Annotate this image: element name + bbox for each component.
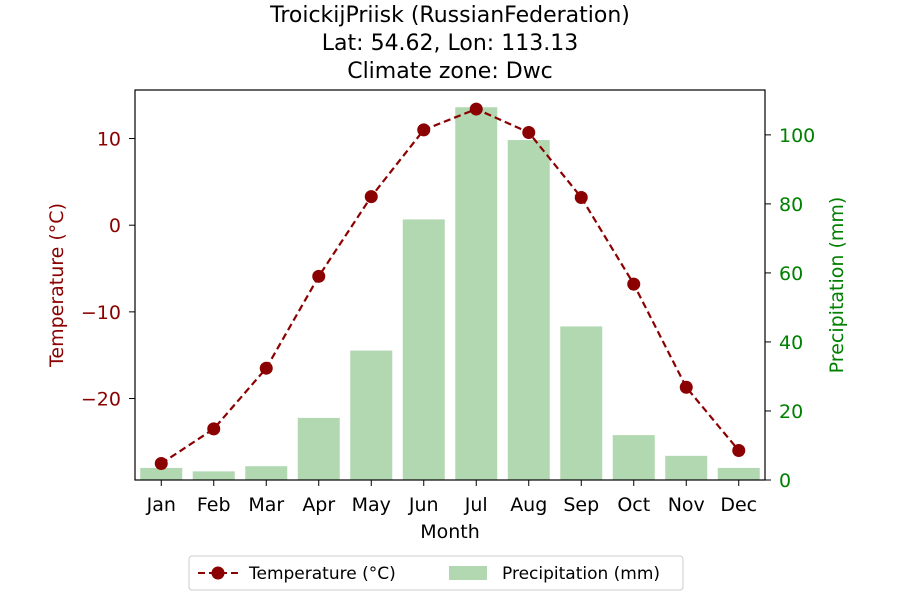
temperature-point-jan xyxy=(154,457,168,471)
temperature-point-aug xyxy=(522,125,536,139)
legend-precipitation-label: Precipitation (mm) xyxy=(502,564,660,584)
temperature-series-line xyxy=(160,107,740,465)
temperature-point-feb xyxy=(207,422,221,436)
x-tick-label-jan: Jan xyxy=(146,494,176,516)
precipitation-bar-jan xyxy=(140,467,183,480)
x-tick-label-jul: Jul xyxy=(464,494,488,516)
right-tick-label: 100 xyxy=(779,125,815,147)
chart-title: TroickijPriisk (RussianFederation) Lat: … xyxy=(269,3,630,84)
x-tick-label-may: May xyxy=(352,494,391,516)
legend-item-precipitation: Precipitation (mm) xyxy=(449,564,660,584)
left-tick-label: −20 xyxy=(81,389,121,411)
precipitation-bar-jun xyxy=(402,219,445,480)
chart-title-line-1: TroickijPriisk (RussianFederation) xyxy=(269,3,630,28)
x-tick-label-nov: Nov xyxy=(668,494,705,516)
right-axis-label: Precipitation (mm) xyxy=(826,197,848,374)
right-y-axis: 0 20 40 60 80 100 xyxy=(765,125,815,492)
temperature-point-jul xyxy=(469,102,483,116)
legend: Temperature (°C) Precipitation (mm) xyxy=(188,555,684,591)
temperature-point-apr xyxy=(312,269,326,283)
legend-temperature-label: Temperature (°C) xyxy=(248,564,396,584)
x-tick-label-jun: Jun xyxy=(408,494,439,516)
x-tick-label-aug: Aug xyxy=(510,494,547,516)
temperature-point-dec xyxy=(732,444,746,458)
precipitation-bar-aug xyxy=(507,140,550,480)
x-tick-label-mar: Mar xyxy=(248,494,284,516)
x-tick-label-dec: Dec xyxy=(720,494,757,516)
precipitation-bar-feb xyxy=(192,471,235,480)
x-axis: Jan Feb Mar Apr May Jun Jul Aug Sep Oct Nov Dec xyxy=(146,480,757,516)
precipitation-bar-may xyxy=(350,350,393,480)
chart-title-line-3: Climate zone: Dwc xyxy=(347,59,553,84)
left-tick-label: 10 xyxy=(97,129,121,151)
temperature-point-nov xyxy=(679,380,693,394)
x-tick-label-apr: Apr xyxy=(302,494,335,516)
precipitation-bar-dec xyxy=(717,467,760,480)
left-y-axis: −20 −10 0 10 xyxy=(81,129,135,411)
temperature-line xyxy=(154,102,746,471)
left-tick-label: 0 xyxy=(109,215,121,237)
precipitation-bar-nov xyxy=(665,455,708,480)
right-tick-label: 60 xyxy=(779,263,803,285)
precipitation-bar-jul xyxy=(455,107,498,480)
precipitation-bars xyxy=(140,107,760,480)
legend-box xyxy=(188,555,684,591)
temperature-point-jun xyxy=(417,123,431,137)
right-tick-label: 0 xyxy=(779,470,791,492)
x-axis-label: Month xyxy=(420,521,480,543)
x-tick-label-feb: Feb xyxy=(197,494,231,516)
temperature-point-oct xyxy=(627,277,641,291)
right-tick-label: 20 xyxy=(779,401,803,423)
x-tick-label-sep: Sep xyxy=(563,494,599,516)
plot-frame xyxy=(134,89,766,481)
legend-temperature-marker xyxy=(211,566,225,580)
right-tick-label: 80 xyxy=(779,194,803,216)
right-tick-label: 40 xyxy=(779,332,803,354)
precipitation-bar-mar xyxy=(245,466,288,480)
legend-precipitation-swatch xyxy=(449,566,487,580)
temperature-point-may xyxy=(364,190,378,204)
temperature-point-sep xyxy=(574,190,588,204)
left-axis-label: Temperature (°C) xyxy=(46,203,68,368)
legend-item-temperature: Temperature (°C) xyxy=(198,564,396,584)
chart-title-line-2: Lat: 54.62, Lon: 113.13 xyxy=(322,31,578,56)
x-tick-label-oct: Oct xyxy=(617,494,650,516)
left-tick-label: −10 xyxy=(81,302,121,324)
precipitation-bar-oct xyxy=(612,435,655,480)
precipitation-bar-sep xyxy=(560,326,603,480)
precipitation-bar-apr xyxy=(297,417,340,480)
temperature-point-mar xyxy=(259,361,273,375)
